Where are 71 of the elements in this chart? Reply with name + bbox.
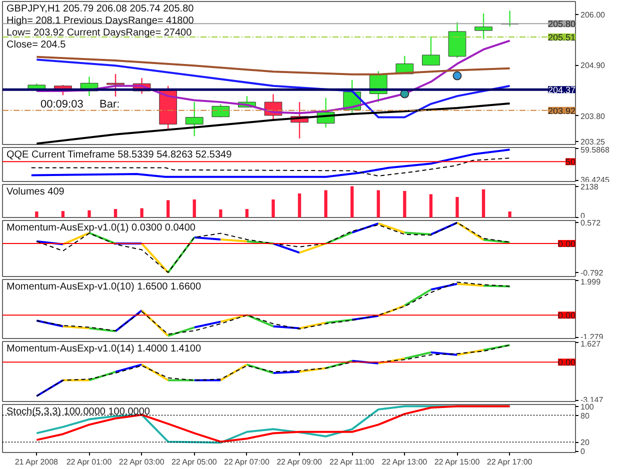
chart-title: Stoch(5,3,3) 100.0000 100.0000	[6, 406, 150, 418]
y-tick-label: 203.25	[580, 137, 606, 146]
bar	[508, 212, 512, 218]
chart-title: Volumes 409	[6, 186, 65, 198]
bar	[61, 211, 65, 218]
ref-line-label: 203.92	[548, 106, 576, 116]
line-series	[30, 148, 511, 178]
y-tick-label: 0	[580, 447, 586, 456]
bar	[272, 199, 275, 218]
ref-line-label: 204.37	[548, 85, 576, 96]
bar	[88, 210, 91, 218]
x-tick-label: 22 Apr 15:00	[434, 458, 480, 466]
chart-title: GBPJPY,H1 205.79 206.08 205.74 205.80	[6, 4, 194, 14]
x-tick-label: 22 Apr 07:00	[224, 458, 270, 466]
y-tick-label: 100	[580, 402, 594, 412]
y-tick-label: 80	[580, 411, 590, 420]
line-series	[30, 158, 510, 176]
x-tick-label: 22 Apr 01:00	[66, 458, 112, 466]
y-tick-label: 1.999	[580, 278, 602, 286]
x-tick-label: 22 Apr 05:00	[171, 458, 218, 466]
x-tick-label: 22 Apr 13:00	[382, 458, 428, 466]
y-tick-label: 59.5868	[580, 146, 610, 154]
candlestick	[106, 73, 124, 98]
annotation: 00:09:03	[40, 98, 84, 110]
x-tick-label: 22 Apr 03:00	[118, 458, 165, 466]
x-tick-label: 21 Apr 2008	[14, 458, 59, 466]
bar	[298, 193, 302, 218]
y-tick-label: 20	[580, 438, 590, 448]
bar	[140, 208, 144, 218]
bar	[114, 208, 118, 218]
bar	[192, 199, 196, 218]
bar	[350, 186, 354, 218]
ref-line-label: 0.00	[558, 358, 576, 368]
annotation: Bar:	[100, 98, 120, 110]
x-tick-label: 22 Apr 11:00	[329, 458, 375, 466]
bar	[403, 190, 406, 218]
y-tick-label: 0.572	[580, 218, 602, 228]
bar	[245, 208, 249, 218]
chart-title: Momentum-AusExp-v1.0(14) 1.4000 1.4100	[6, 344, 202, 354]
y-tick-label: 206.00	[580, 10, 606, 20]
chart-title: QQE Current Timeframe 58.5339 54.8263 52.5349	[6, 150, 232, 160]
ref-line-label: 205.80	[548, 19, 576, 30]
y-tick-label: -0.792	[580, 268, 604, 278]
chart-title: Momentum-AusExp-v1.0(1) 0.0300 0.0400	[6, 222, 196, 234]
y-tick-label: 204.90	[580, 61, 606, 70]
candlestick	[422, 36, 440, 66]
candlestick	[185, 101, 204, 137]
annotation: High= 208.1 Previous DaysRange= 41800	[6, 16, 194, 26]
annotation: Low= 203.92 Current DaysRange= 27400	[6, 28, 192, 38]
y-tick-label: 2138	[580, 182, 599, 192]
chart-title: Momentum-AusExp-v1.0(10) 1.6500 1.6600	[6, 282, 202, 292]
line-series	[36, 58, 511, 118]
bar	[482, 189, 486, 218]
bar	[324, 190, 328, 218]
ref-line-label: 205.51	[548, 32, 576, 43]
candlestick	[212, 104, 230, 118]
bar	[35, 211, 38, 218]
x-tick-label: 22 Apr 09:00	[276, 458, 323, 466]
ref-line-label: 0.00	[558, 239, 576, 250]
x-tick-label: 22 Apr 17:00	[486, 458, 533, 466]
ref-line-label: 0.00	[558, 310, 576, 321]
annotation: Close= 204.5	[6, 40, 66, 50]
y-tick-label: 1.627	[580, 340, 602, 348]
bar	[219, 209, 222, 218]
y-tick-label: 203.80	[580, 112, 606, 121]
ref-line-label: 50	[565, 157, 576, 168]
bar	[376, 190, 380, 218]
bar	[429, 194, 433, 218]
candlestick	[474, 12, 492, 40]
bar	[166, 200, 170, 218]
bar	[456, 196, 459, 218]
